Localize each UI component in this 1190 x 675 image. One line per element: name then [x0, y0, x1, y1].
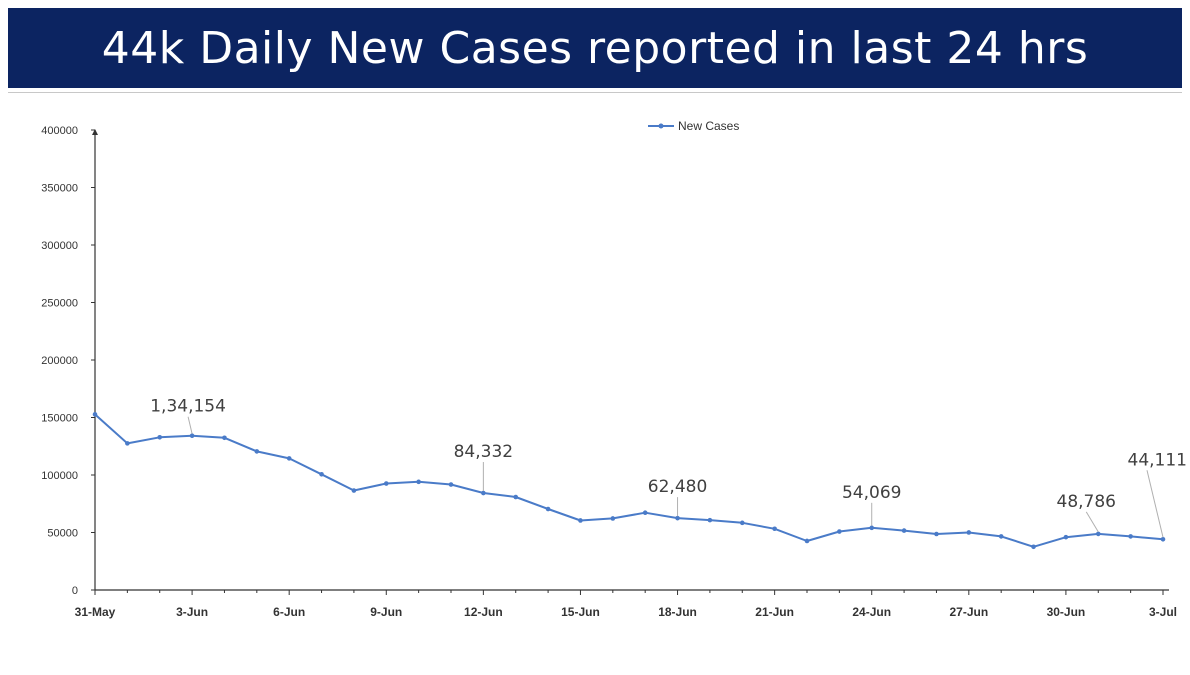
legend-label-new-cases: New Cases	[678, 119, 739, 133]
data-point	[837, 529, 842, 534]
legend: New Cases	[648, 119, 739, 133]
data-point	[772, 526, 777, 532]
y-tick-label: 400000	[41, 125, 78, 137]
data-point	[448, 482, 454, 487]
data-point	[642, 510, 648, 516]
x-tick-label: 21-Jun	[755, 605, 794, 619]
data-point	[675, 515, 680, 521]
data-point	[578, 518, 583, 523]
data-point	[319, 471, 324, 477]
data-point	[222, 435, 227, 441]
x-tick-label: 18-Jun	[658, 605, 697, 619]
y-axis-ticks: 0 50000 100000 150000 200000 250000 300000 3500…	[41, 125, 95, 597]
y-tick-label: 50000	[47, 528, 78, 540]
x-tick-label: 6-Jun	[273, 605, 305, 619]
y-tick-label: 150000	[41, 413, 78, 425]
page-title: 44k Daily New Cases reported in last 24 …	[101, 22, 1089, 74]
data-point	[934, 531, 939, 537]
data-label: 44,111	[1128, 450, 1187, 470]
y-tick-label: 250000	[41, 298, 78, 310]
series-points	[92, 412, 1166, 550]
series-line-new-cases	[94, 413, 1164, 548]
y-tick-label: 200000	[41, 355, 78, 367]
data-point	[966, 530, 972, 535]
data-labels: 1,34,154 84,332 62,480 54,069 48,786 44,111	[150, 397, 1187, 538]
data-point	[1095, 531, 1101, 537]
data-label: 84,332	[454, 442, 513, 462]
y-tick-label: 350000	[41, 183, 78, 195]
data-point	[545, 506, 551, 512]
data-point	[189, 433, 195, 439]
y-axis-arrow	[92, 129, 98, 135]
title-banner: 44k Daily New Cases reported in last 24 …	[8, 8, 1182, 88]
x-axis-ticks: 31-May 3-Jun 6-Jun 9-Jun 12-Jun 15-Jun 18-Jun 2…	[75, 590, 1177, 619]
y-tick-label: 100000	[41, 470, 78, 482]
data-point	[804, 538, 810, 544]
x-tick-label: 31-May	[75, 605, 116, 619]
data-label-leader	[1085, 511, 1099, 533]
data-point	[869, 525, 875, 531]
data-point	[1063, 534, 1069, 540]
data-point	[157, 434, 163, 440]
x-tick-label: 3-Jul	[1149, 605, 1177, 619]
series-new-cases	[94, 413, 1164, 548]
legend-marker	[658, 123, 664, 129]
data-point	[351, 488, 357, 493]
data-point	[901, 528, 907, 533]
data-point	[998, 534, 1004, 539]
header-divider	[8, 92, 1182, 93]
data-point	[610, 516, 616, 521]
y-tick-label: 300000	[41, 240, 78, 252]
data-point	[1031, 544, 1036, 550]
x-tick-label: 9-Jun	[370, 605, 402, 619]
data-point	[92, 412, 98, 417]
x-tick-label: 30-Jun	[1047, 605, 1086, 619]
data-label-leader	[1146, 470, 1164, 538]
data-point	[481, 490, 486, 496]
data-label: 1,34,154	[150, 397, 226, 417]
x-tick-label: 12-Jun	[464, 605, 503, 619]
data-point	[416, 479, 421, 485]
x-tick-label: 15-Jun	[561, 605, 600, 619]
data-point	[383, 481, 389, 486]
x-tick-label: 27-Jun	[949, 605, 988, 619]
data-label: 48,786	[1057, 492, 1116, 512]
x-tick-label: 24-Jun	[852, 605, 891, 619]
data-label: 62,480	[648, 477, 707, 497]
data-point	[1160, 536, 1166, 542]
data-point	[1128, 534, 1133, 539]
data-label: 54,069	[842, 483, 901, 503]
new-cases-line-chart: New Cases 0 50000 100000 150000 200000 250000…	[41, 119, 1187, 619]
axes	[92, 129, 1169, 591]
data-point	[254, 449, 260, 454]
data-label-leader	[187, 416, 193, 434]
y-tick-label: 0	[72, 585, 78, 597]
data-point	[286, 456, 292, 461]
data-point	[707, 517, 713, 523]
data-point	[125, 441, 130, 446]
data-point	[739, 520, 745, 526]
x-tick-label: 3-Jun	[176, 605, 208, 619]
data-point	[513, 494, 519, 500]
